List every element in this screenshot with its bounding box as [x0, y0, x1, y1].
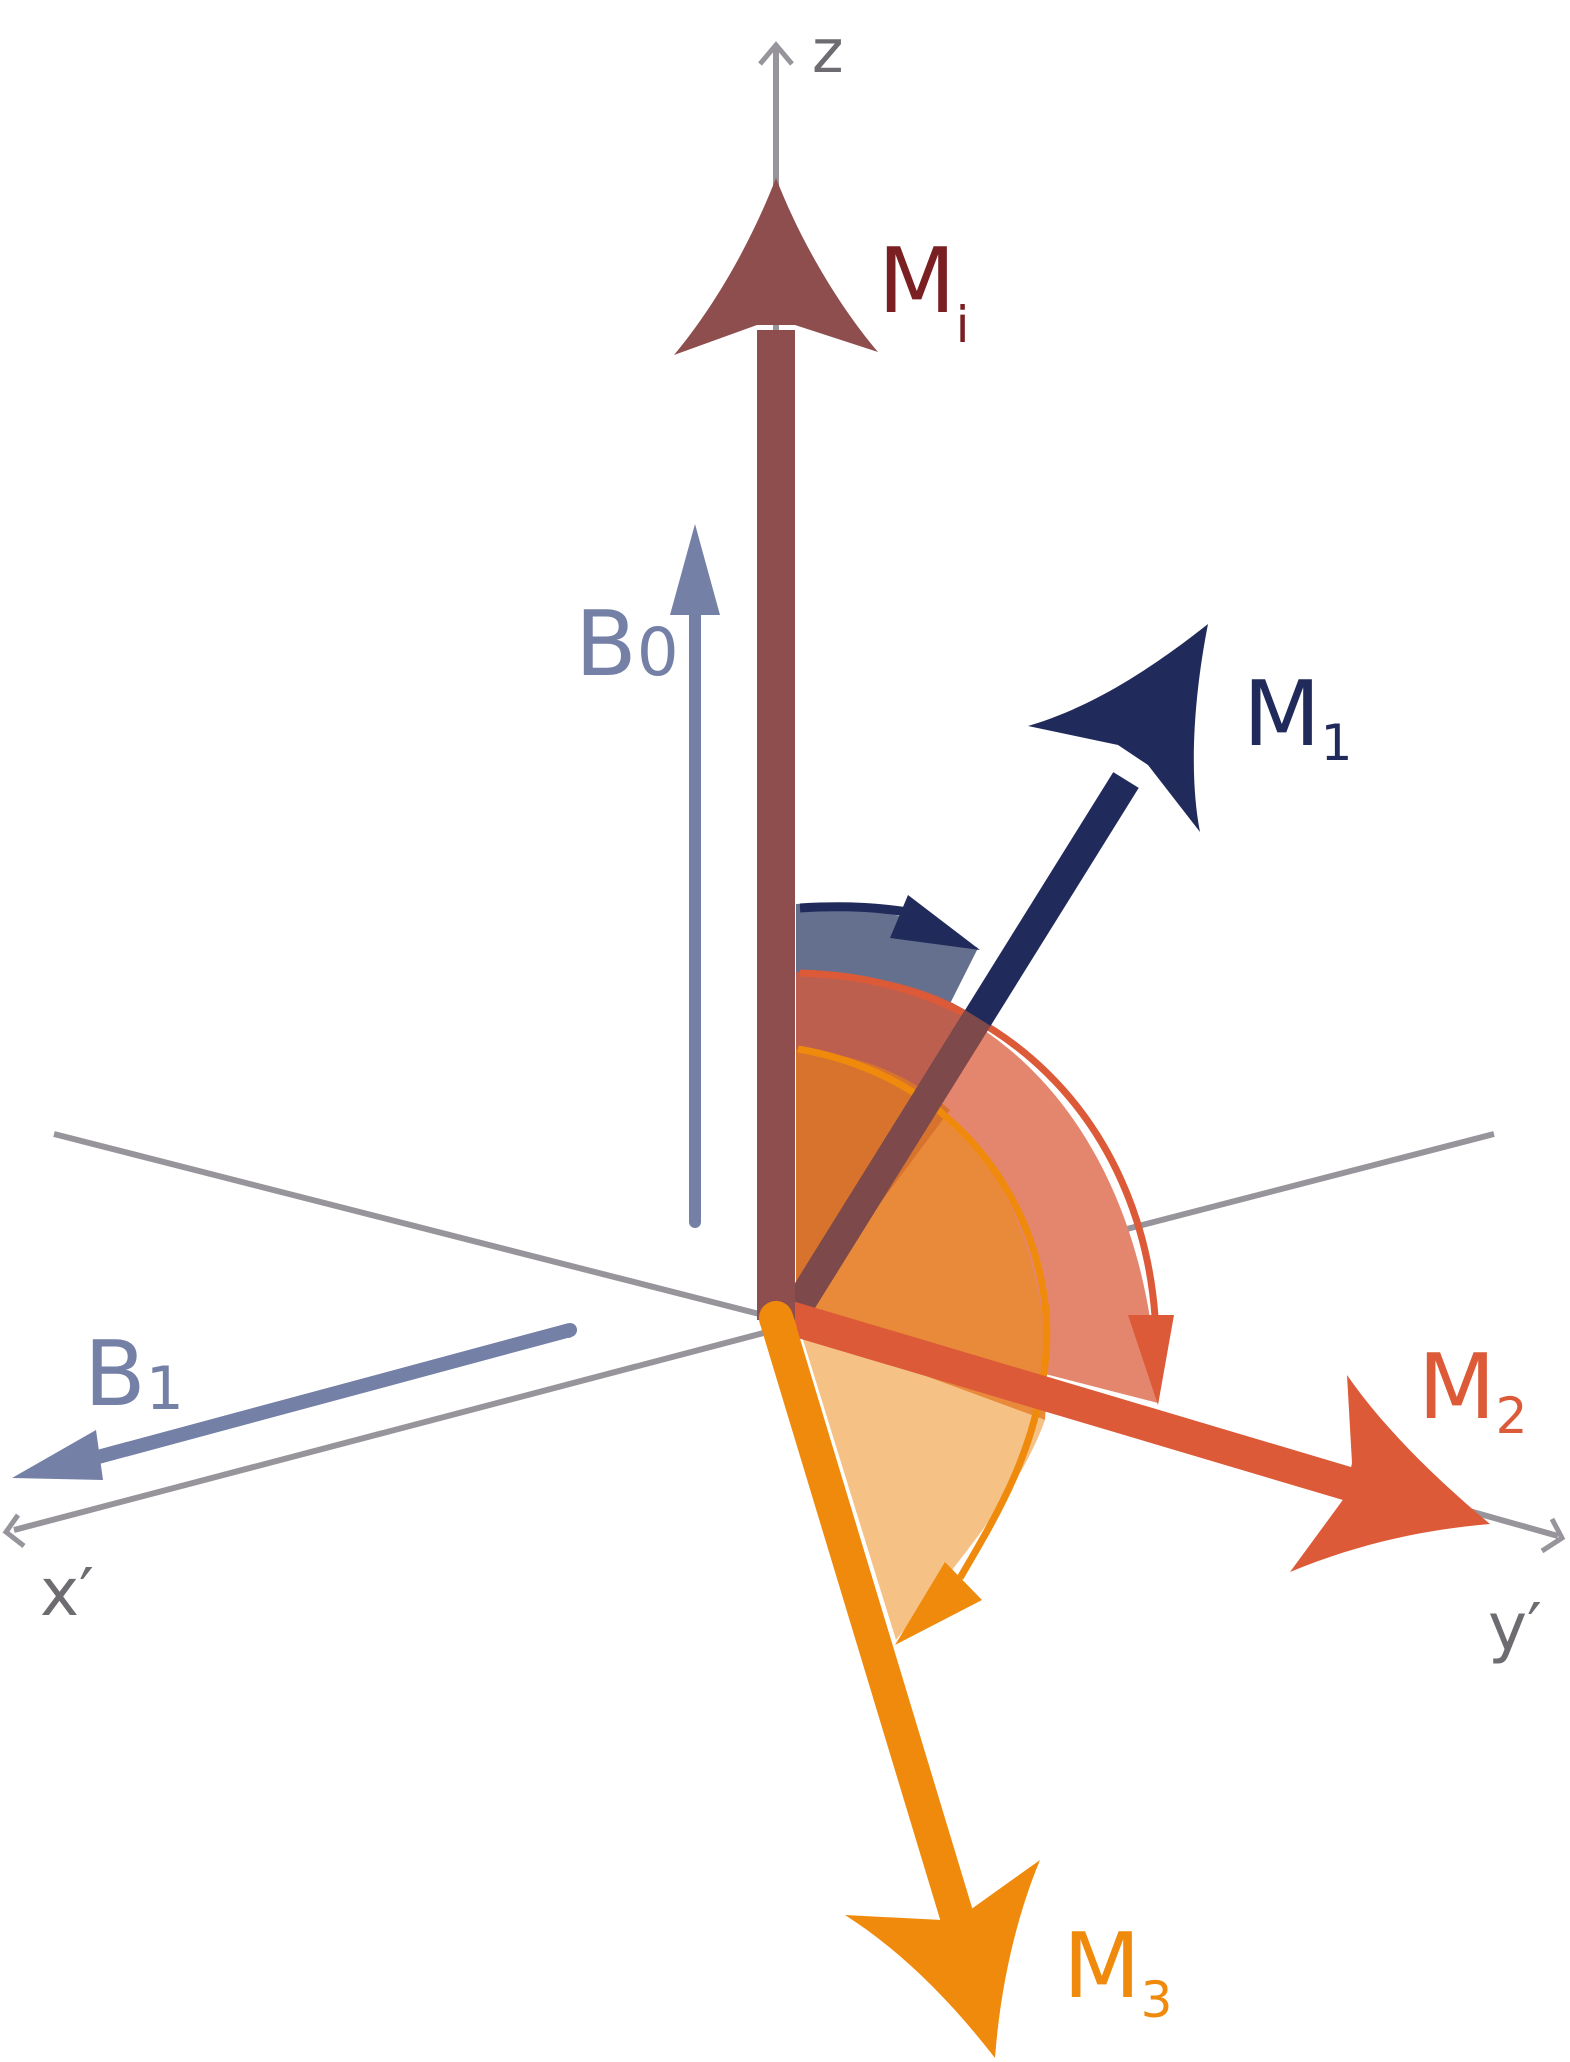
m2-label-main: M — [1418, 1335, 1496, 1440]
mi-shaft — [757, 330, 795, 1320]
mi-label: Mi — [878, 229, 970, 354]
b0-label: B0 — [575, 592, 679, 697]
b0-label-main: B — [575, 592, 637, 697]
m3-label-sub: 3 — [1141, 1971, 1173, 2029]
m1-label-main: M — [1243, 662, 1321, 767]
m2-label: M2 — [1418, 1335, 1527, 1445]
b0-label-sub: 0 — [637, 614, 679, 691]
b1-label-sub: 1 — [146, 1354, 184, 1424]
mi-label-main: M — [878, 229, 956, 334]
m3-label-main: M — [1063, 1914, 1141, 2019]
m3-shaft-top — [776, 1318, 780, 1330]
b1-label-main: B — [84, 1322, 146, 1427]
b1-arrowhead — [12, 1430, 103, 1480]
x-axis-label: x′ — [40, 1554, 94, 1631]
y-axis-label: y′ — [1488, 1589, 1542, 1666]
arc-m1 — [800, 907, 908, 912]
b1-label: B1 — [84, 1322, 184, 1427]
b0-arrowhead — [670, 524, 720, 615]
m3-label: M3 — [1063, 1914, 1172, 2029]
x-axis-back-line — [54, 1134, 775, 1318]
m2-label-sub: 2 — [1496, 1387, 1528, 1445]
z-axis-label: z — [812, 17, 844, 87]
m1-label: M1 — [1243, 662, 1352, 772]
m1-label-sub: 1 — [1321, 714, 1353, 772]
mi-label-sub: i — [956, 296, 970, 354]
